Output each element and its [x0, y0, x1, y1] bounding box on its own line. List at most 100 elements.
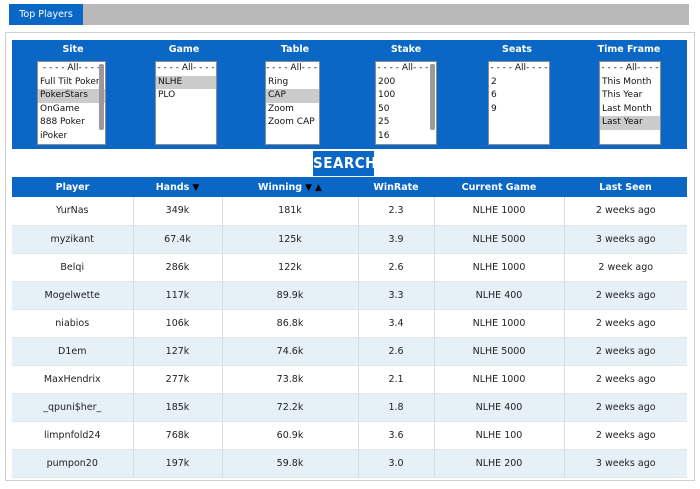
filter-table: Table - - - - All- - - - Ring CAP Zoom Z… — [245, 40, 345, 145]
stake-option[interactable]: 100 — [378, 90, 396, 100]
player-cell[interactable]: D1em — [12, 337, 134, 365]
sort-down-icon[interactable]: ▼ — [305, 182, 313, 193]
table-row[interactable]: myzikant 67.4k 125k 3.9 NLHE 5000 3 weeks ago — [12, 225, 687, 253]
winning-cell: 86.8k — [222, 309, 359, 337]
table-type-listbox[interactable]: - - - - All- - - - Ring CAP Zoom Zoom CA… — [265, 61, 320, 145]
filter-site-label: Site — [62, 44, 84, 55]
stake-option-all[interactable]: - - - - All- - - - — [377, 63, 435, 73]
last-seen-cell: 3 weeks ago — [564, 449, 687, 477]
stake-option[interactable]: 25 — [378, 117, 390, 127]
header-player: Player — [12, 177, 133, 197]
game-option[interactable]: PLO — [158, 90, 176, 100]
seats-listbox[interactable]: - - - - All- - - - 2 6 9 — [488, 61, 550, 145]
table-option-all[interactable]: - - - - All- - - - — [266, 63, 320, 73]
table-row[interactable]: pumpon20 197k 59.8k 3.0 NLHE 200 3 weeks ago — [12, 449, 687, 477]
winrate-cell: 2.3 — [358, 197, 435, 225]
time-option-all[interactable]: - - - - All- - - - — [601, 63, 659, 73]
player-cell[interactable]: pumpon20 — [12, 449, 134, 477]
sort-up-icon[interactable]: ▲ — [315, 182, 322, 193]
filter-game-label: Game — [168, 44, 200, 55]
site-option[interactable]: PokerStars — [38, 89, 105, 103]
winning-cell: 60.9k — [222, 421, 359, 449]
site-option[interactable]: 888 Poker — [40, 117, 85, 127]
header-winning-label: Winning — [258, 181, 303, 193]
table-row[interactable]: Mogelwette 117k 89.9k 3.3 NLHE 400 2 weeks ag… — [12, 281, 687, 309]
hands-cell: 349k — [133, 197, 223, 225]
hands-cell: 286k — [133, 253, 223, 281]
hands-cell: 127k — [133, 337, 223, 365]
seats-option-all[interactable]: - - - - All- - - - — [490, 63, 548, 73]
current-game-cell: NLHE 400 — [434, 393, 565, 421]
table-row[interactable]: MaxHendrix 277k 73.8k 2.1 NLHE 1000 2 weeks a… — [12, 365, 687, 393]
table-option[interactable]: Ring — [268, 76, 289, 87]
hands-cell: 277k — [133, 365, 223, 393]
table-row[interactable]: limpnfold24 768k 60.9k 3.6 NLHE 100 2 weeks a… — [12, 421, 687, 449]
seats-option[interactable]: 2 — [491, 76, 497, 87]
player-cell[interactable]: Mogelwette — [12, 281, 134, 309]
sort-down-icon[interactable]: ▼ — [192, 182, 200, 193]
player-cell[interactable]: YurNas — [12, 197, 134, 225]
filter-site: Site - - - - All- - - - Full Tilt Poker … — [23, 40, 123, 145]
table-row[interactable]: YurNas 349k 181k 2.3 NLHE 1000 2 weeks ago — [12, 197, 687, 225]
stake-scrollbar[interactable] — [430, 64, 435, 130]
header-current-game-label: Current Game — [461, 181, 537, 193]
game-option-all[interactable]: - - - - All- - - - — [157, 63, 215, 73]
time-option[interactable]: This Year — [602, 90, 643, 100]
hands-cell: 106k — [133, 309, 223, 337]
current-game-cell: NLHE 1000 — [434, 253, 565, 281]
filter-table-label: Table — [280, 44, 310, 55]
player-cell[interactable]: niabios — [12, 309, 134, 337]
time-option[interactable]: This Month — [602, 76, 652, 87]
site-option[interactable]: Full Tilt Poker — [40, 76, 100, 87]
table-row[interactable]: D1em 127k 74.6k 2.6 NLHE 5000 2 weeks ago — [12, 337, 687, 365]
stake-listbox[interactable]: - - - - All- - - - 200 100 50 25 16 — [375, 61, 437, 145]
site-option-all[interactable]: - - - - All- - - - — [42, 63, 101, 73]
search-button[interactable]: SEARCH — [313, 151, 376, 176]
player-cell[interactable]: limpnfold24 — [12, 421, 134, 449]
table-row[interactable]: Belqi 286k 122k 2.6 NLHE 1000 2 week ago — [12, 253, 687, 281]
seats-option[interactable]: 9 — [491, 103, 497, 114]
player-cell[interactable]: Belqi — [12, 253, 134, 281]
current-game-cell: NLHE 1000 — [434, 365, 565, 393]
winning-cell: 73.8k — [222, 365, 359, 393]
filter-game: Game - - - - All- - - - NLHE PLO — [134, 40, 234, 145]
winrate-cell: 2.6 — [358, 253, 435, 281]
stake-option[interactable]: 50 — [378, 103, 390, 114]
tab-top-players[interactable]: Top Players — [9, 4, 83, 25]
winning-cell: 122k — [222, 253, 359, 281]
player-cell[interactable]: _qpuni$her_ — [12, 393, 134, 421]
last-seen-cell: 2 weeks ago — [564, 337, 687, 365]
hands-cell: 185k — [133, 393, 223, 421]
winrate-cell: 3.4 — [358, 309, 435, 337]
table-option[interactable]: CAP — [266, 89, 319, 103]
top-bar: Top Players — [9, 4, 689, 25]
time-option[interactable]: Last Year — [600, 116, 660, 130]
table-row[interactable]: _qpuni$her_ 185k 72.2k 1.8 NLHE 400 2 weeks a… — [12, 393, 687, 421]
player-cell[interactable]: MaxHendrix — [12, 365, 134, 393]
player-cell[interactable]: myzikant — [12, 225, 134, 253]
table-option[interactable]: Zoom — [268, 103, 294, 114]
last-seen-cell: 2 weeks ago — [564, 393, 687, 421]
seats-option[interactable]: 6 — [491, 90, 497, 100]
header-winning[interactable]: Winning ▼ ▲ — [222, 177, 358, 197]
stake-option[interactable]: 16 — [378, 130, 390, 141]
time-frame-listbox[interactable]: - - - - All- - - - This Month This Year … — [599, 61, 661, 145]
site-listbox[interactable]: - - - - All- - - - Full Tilt Poker Poker… — [37, 61, 106, 145]
current-game-cell: NLHE 1000 — [434, 197, 565, 225]
site-option[interactable]: iPoker — [40, 130, 68, 141]
filter-panel: Site - - - - All- - - - Full Tilt Poker … — [12, 40, 687, 149]
header-winrate: WinRate — [358, 177, 434, 197]
table-row[interactable]: niabios 106k 86.8k 3.4 NLHE 1000 2 weeks ago — [12, 309, 687, 337]
filter-time-frame-label: Time Frame — [597, 44, 661, 55]
time-option[interactable]: Last Month — [602, 103, 652, 114]
winrate-cell: 3.0 — [358, 449, 435, 477]
table-option[interactable]: Zoom CAP — [268, 117, 315, 127]
stake-option[interactable]: 200 — [378, 76, 396, 87]
game-option[interactable]: NLHE — [156, 75, 216, 89]
header-hands[interactable]: Hands ▼ — [133, 177, 222, 197]
last-seen-cell: 2 weeks ago — [564, 281, 687, 309]
site-option[interactable]: OnGame — [40, 103, 80, 114]
game-listbox[interactable]: - - - - All- - - - NLHE PLO — [155, 61, 217, 145]
site-scrollbar[interactable] — [99, 64, 104, 130]
winrate-cell: 3.6 — [358, 421, 435, 449]
